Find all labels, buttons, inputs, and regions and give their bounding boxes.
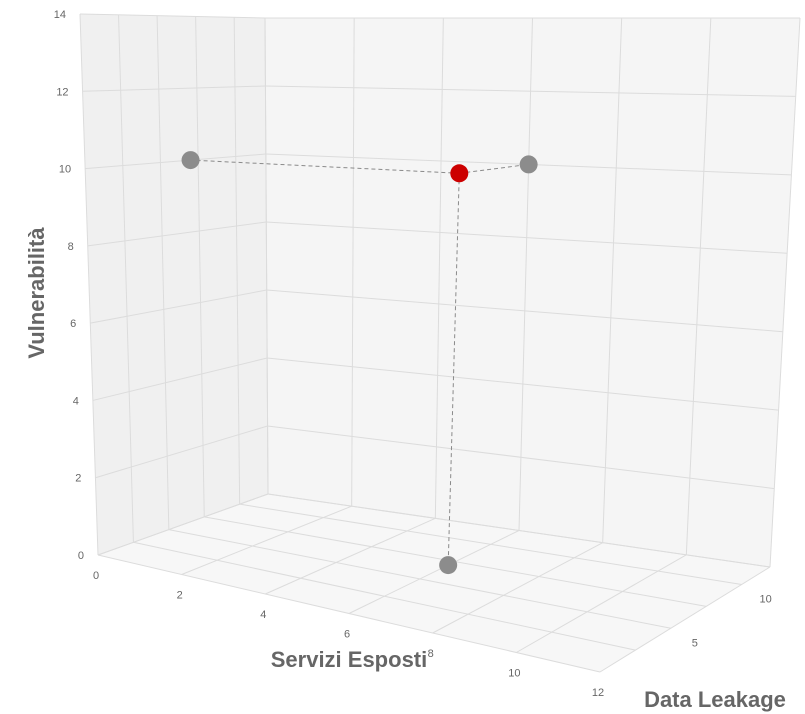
left-wall-panel: [80, 14, 268, 555]
grid-line-floor-z: [133, 541, 636, 651]
x-tick-label: 2: [177, 590, 183, 602]
projection-guide-line: [190, 159, 460, 174]
x-tick-label: 6: [344, 629, 350, 641]
floor-panel: [98, 494, 770, 672]
grid-line-side-z: [118, 14, 134, 543]
y-tick-label: 4: [73, 395, 79, 407]
x-tick-label: 8: [428, 648, 434, 660]
grid-line-back-x: [602, 17, 623, 543]
x-tick-label: 0: [93, 570, 99, 582]
y-tick-label: 14: [54, 9, 66, 21]
panel-group: [80, 14, 800, 672]
y-tick-label: 12: [56, 86, 68, 98]
x-tick-label: 10: [508, 668, 520, 680]
data-points: [181, 151, 538, 575]
projection-guide-line: [447, 173, 460, 566]
y-axis-title: Vulnerabilità: [24, 227, 49, 359]
grid-line-side-z: [264, 17, 269, 495]
y-tick-label: 2: [75, 473, 81, 485]
grid-line-side-z: [233, 17, 241, 505]
grid-line-back-x: [351, 17, 355, 507]
x-axis-title: Servizi Esposti: [271, 647, 428, 672]
projection-data-point[interactable]: [519, 155, 538, 174]
grid-line-back-x: [685, 17, 712, 555]
z-tick-label: 10: [760, 594, 772, 606]
projection-data-point[interactable]: [181, 151, 200, 170]
grid-line-side-z: [195, 16, 205, 517]
y-tick-label: 10: [59, 164, 71, 176]
grid-line-floor-z: [168, 529, 671, 629]
grid-lines: [79, 13, 801, 673]
grid-line-side-z: [79, 13, 99, 556]
tick-labels: 0 2 4 6 8 10 12 14 0 2 4 6 8 10 12 5 10: [54, 9, 772, 699]
grid-line-back-x: [518, 17, 533, 531]
grid-line-floor-z: [97, 554, 601, 673]
x-tick-label: 12: [592, 687, 604, 699]
grid-line-side-z: [156, 15, 170, 530]
main-data-point[interactable]: [450, 164, 469, 183]
projection-guides: [190, 159, 529, 566]
z-tick-label: 5: [692, 637, 698, 649]
back-wall-panel: [265, 18, 800, 567]
projection-guide-line: [459, 163, 529, 174]
grid-line-floor-z: [239, 503, 742, 585]
projection-data-point[interactable]: [439, 556, 458, 575]
y-tick-label: 6: [70, 318, 76, 330]
z-axis-title: Data Leakage: [644, 687, 786, 712]
y-tick-label: 0: [78, 550, 84, 562]
grid-line-back-x: [434, 17, 444, 519]
grid-line-back-x: [769, 17, 801, 568]
x-tick-label: 4: [260, 609, 266, 621]
y-tick-label: 8: [68, 241, 74, 253]
grid-line-floor-z: [267, 493, 771, 568]
